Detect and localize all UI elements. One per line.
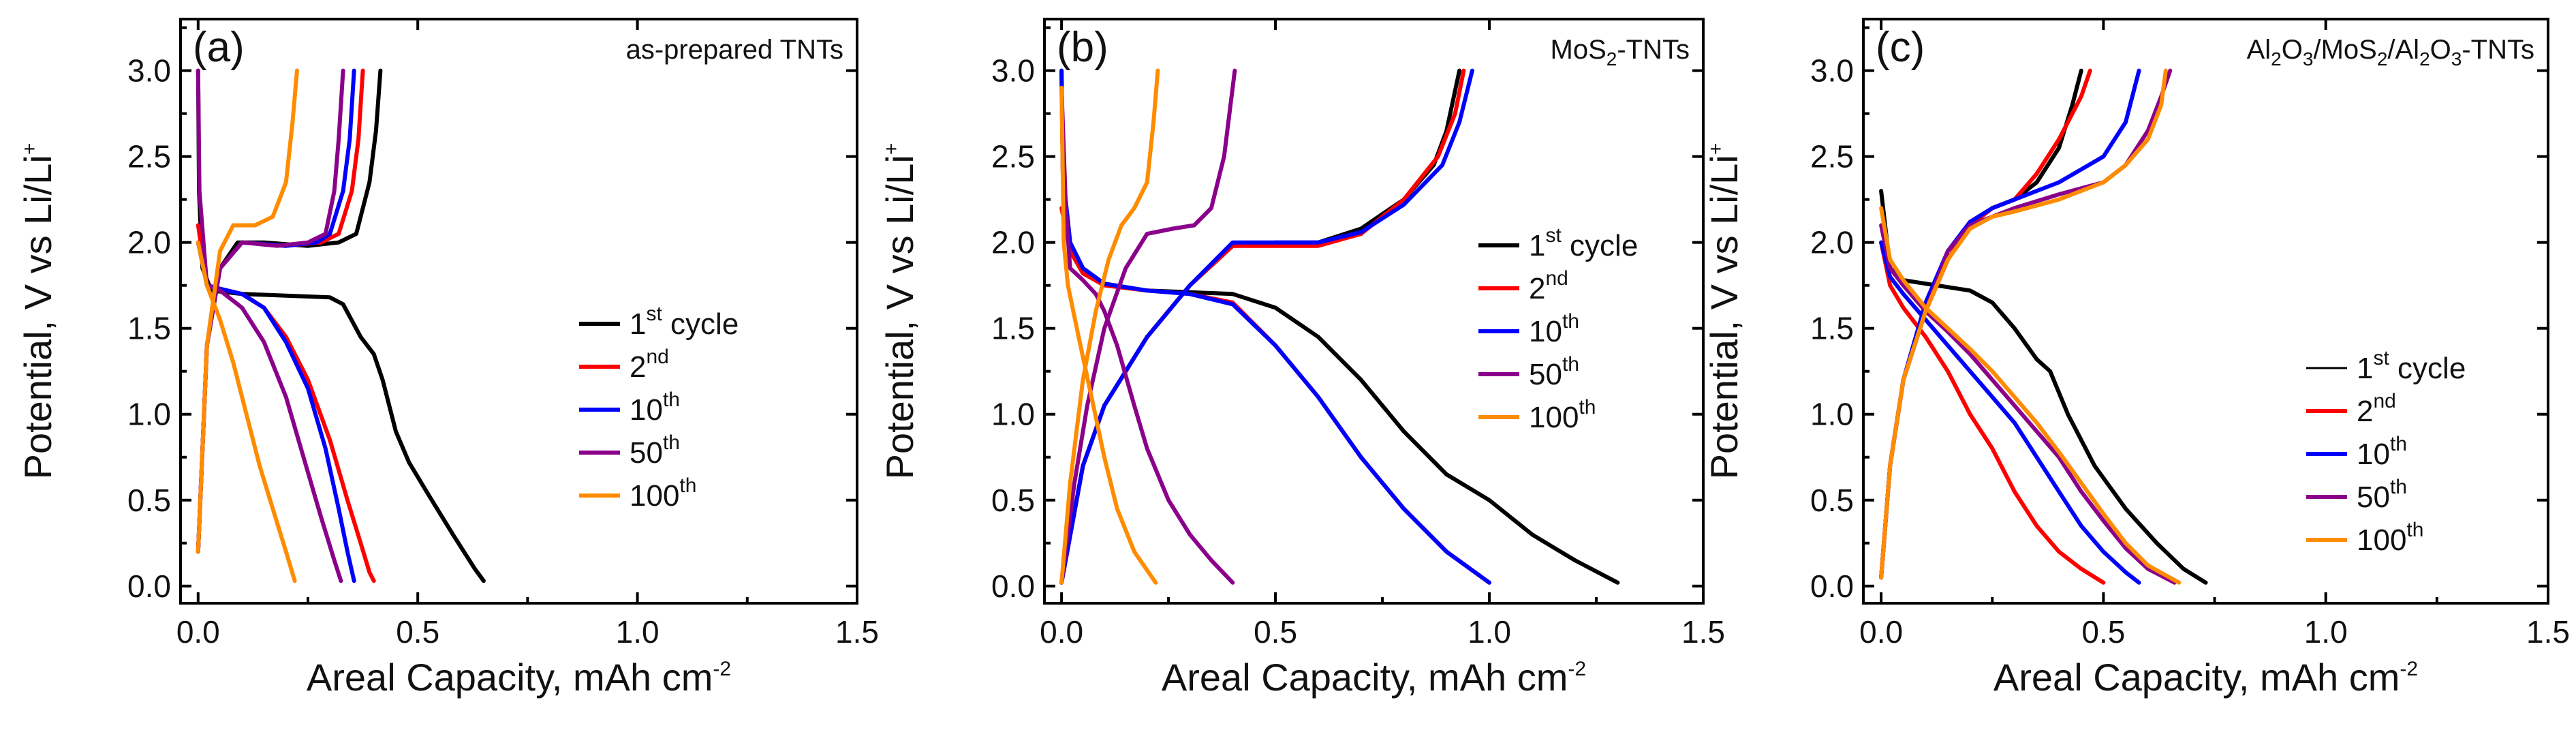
series-100th-discharge-curve: [196, 240, 297, 583]
panel-label: (a): [193, 24, 245, 71]
y-tick-label: 0.5: [991, 483, 1035, 518]
x-tick-label: 0.0: [1859, 614, 1903, 650]
series-10th-discharge-curve: [1879, 240, 2141, 585]
x-tick-label: 1.0: [1468, 614, 1511, 650]
x-axis-title: Areal Capacity, mAh cm-2: [1993, 656, 2418, 699]
legend-label: 50th: [2357, 476, 2407, 514]
legend: 1st cycle 2nd 10th 50th 100th: [1478, 224, 1638, 434]
series-10th-charge-curve: [1059, 68, 1474, 585]
series-100th-charge-curve: [1059, 68, 1160, 585]
x-axis-title: Areal Capacity, mAh cm-2: [1162, 656, 1586, 699]
y-tick-label: 1.5: [991, 311, 1035, 346]
panel-title: as-prepared TNTs: [626, 35, 843, 65]
series-100th-charge-curve: [196, 68, 299, 554]
chart-panel-1: 0.0 0.5 1.0 1.5 0.0 0.5 1.0 1.5 2.0 2.5 3.0 Areal C…: [16, 18, 879, 699]
legend-label: 2nd: [1529, 267, 1568, 305]
x-tick-label: 0.0: [176, 614, 220, 650]
y-tick-label: 2.0: [1810, 225, 1854, 260]
y-tick-label: 0.0: [991, 568, 1035, 604]
x-tick-label: 1.0: [616, 614, 659, 650]
legend-label: 10th: [630, 389, 680, 427]
chart-panel-3: 0.0 0.5 1.0 1.5 0.0 0.5 1.0 1.5 2.0 2.5 3.0 Areal C…: [1703, 18, 2570, 699]
y-tick-label: 2.0: [127, 225, 171, 260]
series-100th-charge-curve: [1879, 68, 2168, 580]
plot-frame: [1862, 18, 2549, 605]
y-tick-label: 1.0: [991, 397, 1035, 432]
series-1st-discharge-curve: [1879, 189, 2208, 585]
legend-label: 1st cycle: [2357, 347, 2466, 385]
x-tick-label: 0.5: [1254, 614, 1297, 650]
curves: [1879, 68, 2208, 585]
plot-frame: [179, 18, 858, 605]
legend-label: 50th: [1529, 353, 1579, 391]
y-tick-label: 3.0: [991, 53, 1035, 89]
y-tick-label: 2.5: [1810, 139, 1854, 174]
panel-label: (c): [1876, 24, 1925, 71]
series-10th-discharge-curve: [1059, 68, 1491, 585]
y-tick-label: 2.5: [991, 139, 1035, 174]
y-tick-label: 0.5: [1810, 483, 1854, 518]
x-axis-title: Areal Capacity, mAh cm-2: [307, 656, 731, 699]
panel-title: Al2O3/MoS2/Al2O3-TNTs: [2247, 35, 2534, 70]
legend-label: 10th: [1529, 310, 1579, 348]
x-tick-label: 1.5: [2526, 614, 2570, 650]
y-axis-title: Potential, V vs Li/Li+: [878, 143, 921, 480]
y-tick-label: 0.0: [1810, 568, 1854, 604]
plot-frame: [1043, 18, 1705, 605]
series-50th-discharge-curve: [196, 68, 343, 583]
x-tick-label: 1.0: [2304, 614, 2348, 650]
y-tick-label: 3.0: [1810, 53, 1854, 89]
y-tick-label: 1.5: [127, 311, 171, 346]
y-axis-title: Potential, V vs Li/Li+: [1703, 143, 1745, 480]
y-tick-label: 2.5: [127, 139, 171, 174]
y-tick-label: 2.0: [991, 225, 1035, 260]
x-tick-label: 1.5: [1681, 614, 1725, 650]
series-50th-charge-curve: [1059, 68, 1237, 585]
legend-label: 2nd: [630, 346, 669, 384]
legend-label: 100th: [1529, 396, 1596, 434]
legend-label: 100th: [630, 474, 696, 513]
x-tick-label: 0.0: [1040, 614, 1083, 650]
y-tick-label: 0.0: [127, 568, 171, 604]
legend: 1st cycle 2nd 10th 50th 100th: [2306, 347, 2466, 557]
legend-label: 2nd: [2357, 390, 2396, 428]
series-50th-discharge-curve: [1059, 85, 1235, 585]
panel-label: (b): [1057, 24, 1108, 71]
y-tick-label: 1.0: [127, 397, 171, 432]
y-tick-label: 1.5: [1810, 311, 1854, 346]
legend-label: 1st cycle: [1529, 224, 1638, 262]
x-tick-label: 0.5: [396, 614, 439, 650]
x-tick-label: 1.5: [835, 614, 879, 650]
y-tick-label: 1.0: [1810, 397, 1854, 432]
legend: 1st cycle 2nd 10th 50th 100th: [579, 303, 739, 513]
legend-label: 50th: [630, 431, 680, 470]
legend-label: 100th: [2357, 519, 2423, 557]
chart-panel-2: 0.0 0.5 1.0 1.5 0.0 0.5 1.0 1.5 2.0 2.5 3.0 Areal C…: [878, 18, 1725, 699]
x-tick-label: 0.5: [2081, 614, 2125, 650]
y-axis-title: Potential, V vs Li/Li+: [16, 143, 59, 480]
series-2nd-discharge-curve: [1879, 240, 2106, 585]
legend-label: 1st cycle: [630, 303, 739, 341]
series-50th-discharge-curve: [1879, 223, 2177, 585]
series-100th-discharge-curve: [1059, 85, 1158, 585]
panels: 0.0 0.5 1.0 1.5 0.0 0.5 1.0 1.5 2.0 2.5 3.0 Areal C…: [16, 18, 2570, 699]
series-100th-discharge-curve: [1879, 206, 2182, 585]
y-tick-label: 0.5: [127, 483, 171, 518]
curves: [196, 68, 486, 583]
panel-title: MoS2-TNTs: [1551, 35, 1690, 70]
legend-label: 10th: [2357, 433, 2407, 471]
curves: [1059, 68, 1620, 585]
y-tick-label: 3.0: [127, 53, 171, 89]
